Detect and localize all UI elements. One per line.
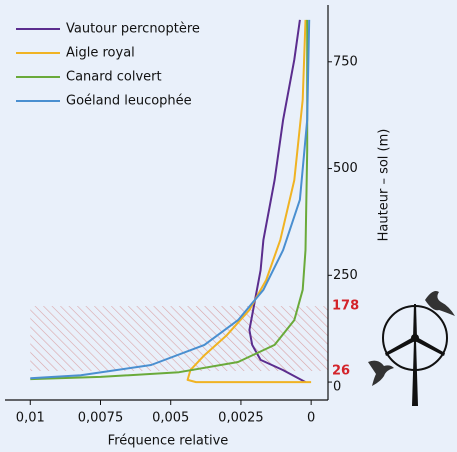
x-tick-label: 0,005 xyxy=(152,411,189,426)
chart: Fréquence relative Hauteur – sol (m) 26 1… xyxy=(0,0,457,452)
x-tick-label: 0 xyxy=(307,411,315,426)
legend-label: Aigle royal xyxy=(66,46,135,61)
legend-label: Canard colvert xyxy=(66,70,162,85)
highlight-label: 178 xyxy=(332,299,359,314)
legend-label: Goéland leucophée xyxy=(66,94,192,109)
y-tick-label: 750 xyxy=(333,54,358,69)
y-tick-label: 500 xyxy=(333,161,358,176)
x-tick-label: 0,0025 xyxy=(218,411,264,426)
wind-turbine xyxy=(368,291,455,406)
y-axis-label: Hauteur – sol (m) xyxy=(377,129,392,242)
page: {"chart_data": {"type": "line", "x_label… xyxy=(0,0,457,452)
x-tick-label: 0,0075 xyxy=(78,411,124,426)
legend-label: Vautour percnoptère xyxy=(66,22,200,37)
y-tick-label: 0 xyxy=(333,380,341,395)
y-tick-label: 250 xyxy=(333,268,358,283)
highlight-zone xyxy=(30,306,328,371)
highlight-label: 26 xyxy=(332,363,350,378)
x-tick-label: 0,01 xyxy=(16,411,45,426)
x-axis-label: Fréquence relative xyxy=(108,434,229,449)
